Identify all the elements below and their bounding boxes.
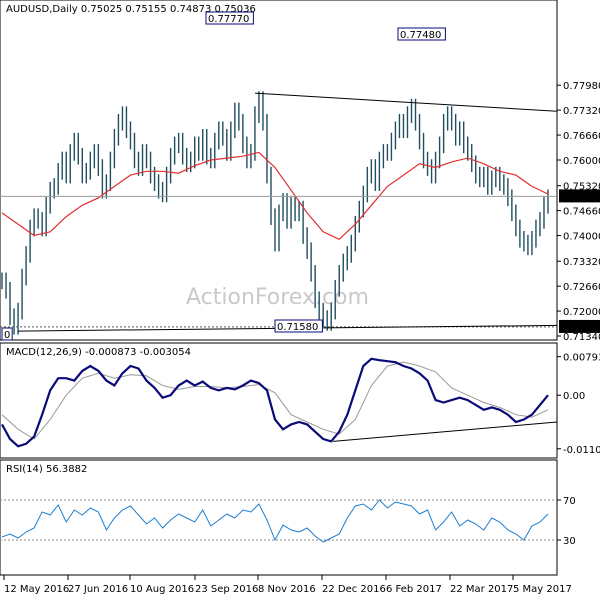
support-price-label: 0.71580: [561, 323, 600, 334]
main-plot: [1, 91, 549, 335]
annotation-high-2: 0.77480: [400, 30, 441, 41]
last-price-label-tag: [559, 189, 600, 203]
last-price-label: 0.75036: [561, 192, 600, 203]
rsi-plot: [0, 499, 557, 543]
x-tick-label: 6 Feb 2017: [386, 584, 442, 595]
macd-ytick-label: -0.011017: [563, 445, 600, 456]
rsi-label: RSI(14) 56.3882: [6, 464, 87, 475]
ma-line: [1, 151, 549, 241]
macd-pane-border: [0, 342, 558, 459]
x-tick-label: 10 Aug 2016: [130, 584, 194, 595]
annotation-low: 0.71580: [277, 322, 318, 333]
rsi-ytick-label: 70: [563, 496, 576, 507]
macd-signal-line: [1, 361, 549, 440]
x-tick-label: 23 Sep 2016: [195, 584, 258, 595]
macd-trendline: [333, 421, 558, 442]
resistance-trendline: [254, 92, 558, 112]
annotation-zero: 0: [4, 330, 10, 341]
macd-ytick-label: 0.007933: [563, 353, 600, 364]
macd-label: MACD(12,26,9) -0.000873 -0.003054: [6, 347, 191, 358]
macd-plot: [1, 357, 558, 448]
x-tick-label: 5 May 2017: [513, 584, 572, 595]
macd-ytick-label: 0.00: [563, 391, 585, 402]
annotation-high-2-box: [397, 27, 446, 41]
x-tick-label: 22 Mar 2017: [450, 584, 513, 595]
watermark: ActionForex.com: [186, 285, 369, 310]
rsi-ytick-label: 30: [563, 536, 576, 547]
main-annotations: 0.77770 0.77480 0.71580 0: [1, 11, 446, 341]
rsi-line: [1, 499, 549, 543]
macd-macd-line: [1, 357, 549, 448]
rsi-pane-border: [0, 459, 558, 576]
support-price-label-tag: [559, 319, 600, 333]
x-tick-label: 8 Nov 2016: [258, 584, 316, 595]
annotation-zero-box: [1, 327, 13, 341]
annotation-high-1: 0.77770: [208, 14, 249, 25]
rsi-y-axis: 70 30: [557, 496, 576, 547]
x-tick-label: 12 May 2016: [4, 584, 69, 595]
macd-y-axis: 0.007933 0.00 -0.011017: [557, 353, 600, 456]
x-tick-label: 27 Jun 2016: [68, 584, 128, 595]
main-header: AUDUSD,Daily 0.75025 0.75155 0.74873 0.7…: [6, 4, 256, 15]
x-tick-label: 22 Dec 2016: [322, 584, 386, 595]
annotation-high-1-box: [205, 11, 254, 25]
main-pane-border: [0, 0, 558, 341]
annotation-low-box: [274, 319, 323, 333]
